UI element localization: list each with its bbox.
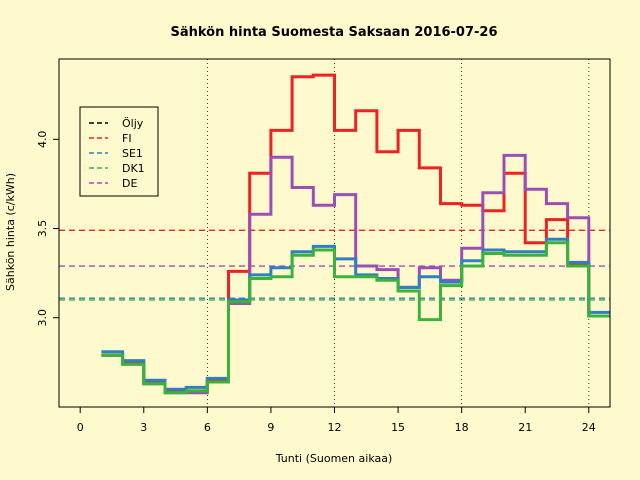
x-axis: 0 3 6 9 12 15 18 21 24: [77, 407, 596, 434]
y-axis: 3.0 3.5 4.0: [36, 131, 59, 327]
x-tick-label: 3: [140, 421, 147, 434]
x-tick-label: 9: [267, 421, 274, 434]
x-tick-label: 6: [204, 421, 211, 434]
hour-divider-lines: [206, 59, 590, 407]
legend-entry: FI: [122, 132, 132, 145]
legend-entry: Öljy: [122, 117, 144, 130]
x-tick-label: 21: [518, 421, 532, 434]
series-lines: [101, 73, 610, 395]
x-tick-label: 15: [391, 421, 405, 434]
series-line: [101, 241, 610, 395]
legend-box: [79, 106, 159, 197]
legend-entry: DE: [122, 177, 137, 190]
y-tick-label: 3.5: [36, 220, 49, 238]
legend-entry: DK1: [122, 162, 145, 175]
x-axis-label: Tunti (Suomen aikaa): [275, 452, 393, 465]
x-tick-label: 0: [77, 421, 84, 434]
chart-title: Sähkön hinta Suomesta Saksaan 2016-07-26: [170, 25, 497, 40]
y-tick-label: 4.0: [36, 131, 49, 149]
y-tick-label: 3.0: [36, 309, 49, 327]
series-line: [101, 237, 610, 391]
x-tick-label: 24: [582, 421, 596, 434]
x-tick-label: 12: [328, 421, 342, 434]
legend-entry: SE1: [122, 147, 143, 160]
y-axis-label: Sähkön hinta (c/kWh): [4, 173, 17, 291]
x-tick-label: 18: [455, 421, 469, 434]
legend: Öljy FI SE1 DK1 DE: [79, 106, 159, 197]
